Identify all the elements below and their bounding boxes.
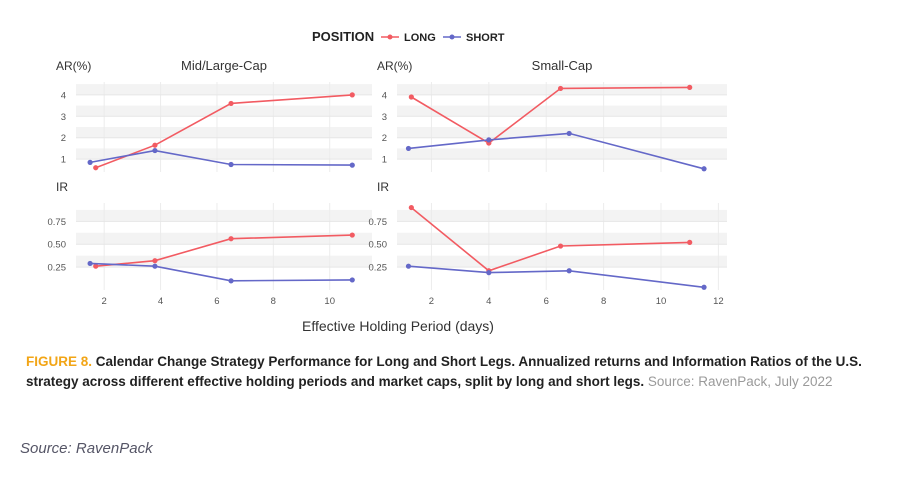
caption-source: Source: RavenPack, July 2022 [647, 374, 833, 389]
y-tick-label: 0.25 [48, 263, 67, 274]
data-point-long [349, 92, 355, 98]
x-tick-label: 4 [486, 296, 491, 307]
x-tick-label: 6 [544, 296, 549, 307]
series-line-long [95, 234, 353, 267]
y-axis-label: IR [377, 180, 389, 194]
series-line-short [408, 132, 705, 170]
data-point-long [408, 204, 414, 211]
panel-3: 0.25 0.50 0.75 2 4 6 8 10 IR [48, 180, 372, 307]
grid-band [76, 105, 372, 117]
grid-band [76, 209, 372, 222]
data-point-short [87, 159, 93, 165]
y-tick-label: 0.25 [369, 263, 388, 274]
y-tick-label: 2 [382, 133, 387, 144]
x-tick-label: 2 [429, 296, 434, 307]
grid-band [397, 232, 727, 245]
data-point-long [557, 243, 564, 249]
y-tick-label: 0.50 [48, 240, 67, 251]
data-point-long [93, 165, 99, 171]
y-tick-label: 4 [61, 90, 66, 101]
legend-short-label: SHORT [466, 32, 505, 44]
x-tick-label: 8 [601, 296, 606, 307]
footer-source: Source: RavenPack [20, 440, 153, 457]
series-line-long [410, 86, 690, 145]
grid-band [76, 232, 372, 245]
data-point-long [687, 84, 693, 90]
x-tick-label: 6 [214, 296, 219, 307]
data-point-long [152, 142, 158, 148]
grid-band [76, 127, 372, 138]
x-tick-label: 10 [656, 296, 667, 307]
caption-text: Calendar Change Strategy Performance for… [26, 354, 862, 389]
series-line-short [90, 262, 353, 282]
x-tick-label: 12 [713, 296, 724, 307]
data-point-short [486, 137, 492, 143]
data-point-short [349, 277, 355, 283]
y-tick-label: 3 [382, 112, 387, 123]
y-axis-label: AR(%) [377, 59, 412, 73]
legend-title: POSITION [312, 29, 374, 44]
data-point-short [486, 270, 492, 276]
y-tick-label: 3 [61, 112, 66, 123]
x-axis-label: Effective Holding Period (days) [302, 318, 494, 334]
data-point-short [405, 145, 412, 152]
data-point-long [557, 85, 564, 92]
grid-band [397, 127, 727, 138]
data-point-long [228, 236, 234, 242]
data-point-short [701, 284, 707, 290]
data-point-short [152, 263, 158, 269]
data-point-short [152, 147, 158, 154]
series-line-short [408, 265, 705, 289]
x-tick-label: 2 [102, 296, 107, 307]
figure-label: FIGURE 8. [26, 354, 93, 369]
y-tick-label: 0.75 [48, 217, 67, 228]
data-point-long [349, 232, 355, 238]
panel-1: 1 2 3 4 AR(%) Mid/Large-Cap [56, 58, 372, 172]
data-point-long [93, 263, 99, 269]
x-tick-label: 10 [324, 296, 335, 307]
legend-long-label: LONG [404, 32, 436, 44]
y-tick-label: 4 [382, 90, 387, 101]
panel-4: 0.25 0.50 0.75 2 4 6 8 10 12 IR [369, 180, 727, 307]
data-point-short [349, 162, 355, 168]
y-tick-label: 2 [61, 133, 66, 144]
legend: POSITION LONG SHORT [312, 29, 505, 44]
data-point-short [228, 278, 234, 284]
legend-long-marker [387, 34, 393, 40]
panel-2: 1 2 3 4 AR(%) Small-Cap [377, 58, 727, 172]
y-axis-label: IR [56, 180, 68, 194]
data-point-short [228, 161, 234, 168]
y-tick-label: 0.50 [369, 240, 388, 251]
grid-band [76, 84, 372, 95]
legend-short-marker [449, 34, 455, 40]
series-line-short [89, 149, 353, 166]
grid-band [397, 105, 727, 117]
data-point-short [87, 260, 93, 267]
data-point-short [405, 263, 412, 269]
panel-title: Small-Cap [532, 58, 593, 73]
x-tick-label: 4 [158, 296, 163, 307]
data-point-long [152, 258, 158, 264]
panel-title: Mid/Large-Cap [181, 58, 267, 73]
data-point-short [566, 130, 572, 137]
y-tick-label: 1 [382, 155, 387, 166]
series-line-long [410, 206, 690, 272]
data-point-short [701, 166, 707, 172]
y-axis-label: AR(%) [56, 59, 91, 73]
figure-caption: FIGURE 8. Calendar Change Strategy Perfo… [26, 352, 876, 392]
data-point-long [228, 100, 234, 107]
data-point-long [408, 94, 414, 100]
x-tick-label: 8 [271, 296, 276, 307]
grid-band [397, 209, 727, 222]
grid-band [76, 148, 372, 160]
grid-band [397, 255, 727, 268]
grid-band [397, 148, 727, 160]
y-tick-label: 0.75 [369, 217, 388, 228]
data-point-short [566, 268, 572, 274]
y-tick-label: 1 [61, 155, 66, 166]
data-point-long [687, 239, 693, 245]
grid-band [76, 255, 372, 268]
